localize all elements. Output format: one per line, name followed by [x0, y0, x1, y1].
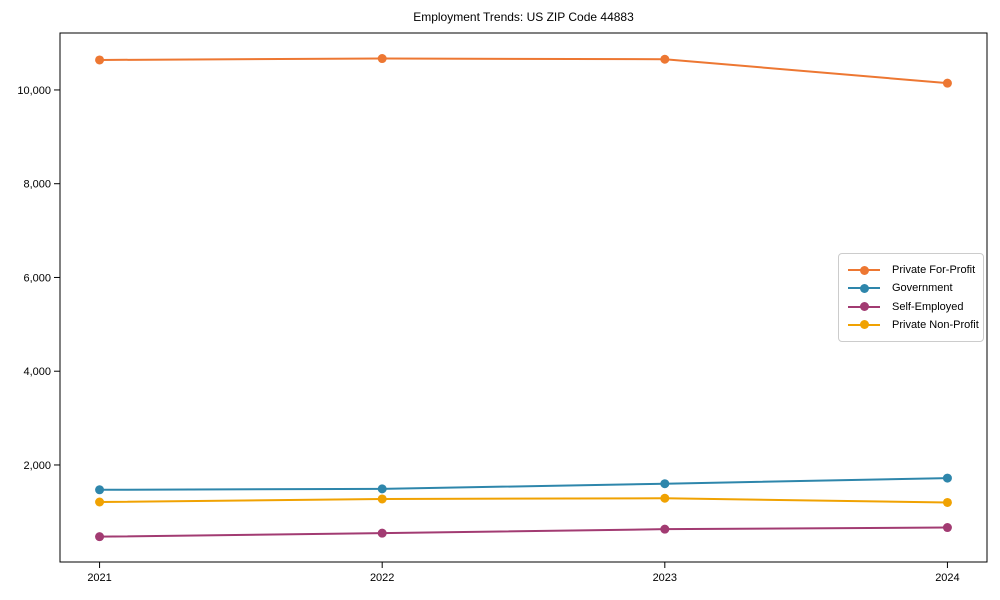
data-point-marker — [95, 485, 105, 495]
legend-dot-sample — [859, 320, 869, 330]
series-line — [99, 477, 948, 491]
legend-marker-icon — [848, 283, 880, 293]
legend-item: Self-Employed — [848, 298, 975, 316]
data-point-marker — [660, 524, 670, 534]
legend-dot-sample — [859, 265, 869, 275]
x-tick-label: 2021 — [87, 572, 111, 584]
plot-border — [59, 32, 988, 563]
data-point-marker — [942, 497, 952, 507]
legend-label: Private Non-Profit — [892, 318, 979, 331]
legend-marker-icon — [848, 265, 880, 275]
series-line — [99, 497, 948, 504]
x-tick-label: 2024 — [935, 572, 959, 584]
legend-label: Government — [892, 282, 953, 295]
x-tick-label: 2023 — [653, 572, 677, 584]
legend-marker-icon — [848, 302, 880, 312]
data-point-marker — [660, 54, 670, 64]
y-tick-label: 10,000 — [17, 85, 51, 97]
y-tick-label: 6,000 — [23, 272, 51, 284]
y-tick-label: 2,000 — [23, 460, 51, 472]
data-point-marker — [95, 55, 105, 65]
legend-item: Private Non-Profit — [848, 316, 979, 334]
data-point-marker — [942, 473, 952, 483]
legend: Private For-Profit Government Self-Employe… — [838, 253, 984, 342]
data-point-marker — [660, 479, 670, 489]
legend-label: Self-Employed — [892, 300, 964, 313]
data-point-marker — [377, 494, 387, 504]
x-tick-label: 2022 — [370, 572, 394, 584]
legend-dot-sample — [859, 302, 869, 312]
data-point-marker — [377, 484, 387, 494]
data-point-marker — [95, 497, 105, 507]
y-tick-label: 8,000 — [23, 179, 51, 191]
chart-title: Employment Trends: US ZIP Code 44883 — [413, 10, 634, 24]
data-point-marker — [95, 532, 105, 542]
data-point-marker — [660, 493, 670, 503]
y-tick-label: 4,000 — [23, 366, 51, 378]
data-point-marker — [377, 54, 387, 64]
data-point-marker — [942, 78, 952, 88]
data-point-marker — [942, 523, 952, 533]
legend-item: Private For-Profit — [848, 261, 975, 279]
series-line — [99, 57, 948, 85]
legend-marker-icon — [848, 320, 880, 330]
legend-item: Government — [848, 279, 975, 297]
series-line — [99, 526, 948, 538]
legend-dot-sample — [859, 283, 869, 293]
legend-label: Private For-Profit — [892, 264, 976, 276]
data-point-marker — [377, 528, 387, 538]
